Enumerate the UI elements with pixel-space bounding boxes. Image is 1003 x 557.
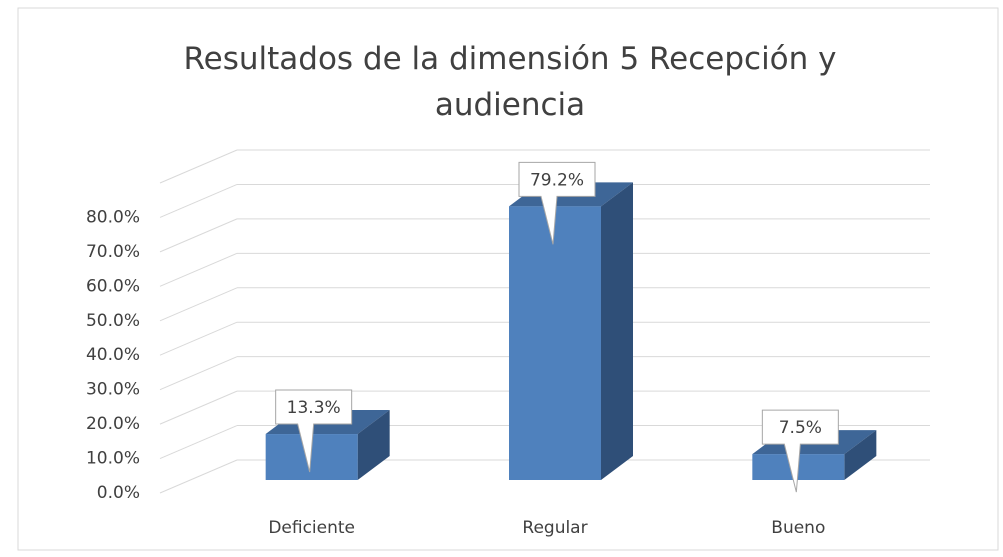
grid-line — [159, 459, 238, 494]
y-tick-label: 10.0% — [86, 449, 140, 469]
bar-side — [357, 410, 390, 480]
bar — [509, 206, 601, 480]
data-label: 13.3% — [287, 398, 341, 418]
data-label: 7.5% — [779, 418, 822, 438]
y-tick-label: 50.0% — [86, 311, 140, 331]
y-tick-label: 80.0% — [86, 207, 140, 227]
grid-line — [159, 390, 238, 425]
y-tick-label: 40.0% — [86, 345, 140, 365]
data-label-callout — [761, 409, 839, 493]
grid-line — [159, 218, 238, 253]
y-tick-label: 30.0% — [86, 380, 140, 400]
y-tick-label: 0.0% — [97, 483, 140, 503]
x-tick-label: Deficiente — [268, 518, 355, 538]
grid-line — [159, 287, 238, 322]
grid-line — [159, 252, 238, 287]
y-tick-label: 60.0% — [86, 276, 140, 296]
data-label-callout — [275, 389, 353, 473]
y-tick-label: 70.0% — [86, 242, 140, 262]
bar-side — [844, 430, 877, 480]
grid-line — [159, 356, 238, 391]
x-tick-label: Bueno — [771, 518, 825, 538]
grid-line — [159, 183, 238, 218]
grid-line — [159, 425, 238, 460]
x-tick-label: Regular — [522, 518, 587, 538]
data-label: 79.2% — [530, 170, 584, 190]
bar-side — [601, 182, 633, 480]
grid-line — [159, 321, 238, 356]
chart-border — [17, 7, 999, 551]
data-label-callout — [518, 161, 596, 245]
grid-line — [159, 149, 238, 184]
chart-title: Resultados de la dimensión 5 Recepción y… — [183, 41, 837, 123]
y-tick-label: 20.0% — [86, 414, 140, 434]
